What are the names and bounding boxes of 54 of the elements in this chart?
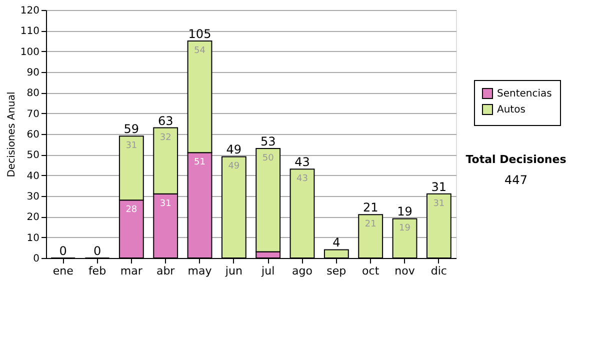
y-tick-label: 20 xyxy=(26,212,40,224)
x-tick-label: jun xyxy=(224,264,242,278)
y-tick-label: 30 xyxy=(26,192,40,202)
y-tick-label: 90 xyxy=(26,68,40,78)
x-tick-label: ago xyxy=(292,264,313,278)
total-label: 31 xyxy=(431,180,447,194)
total-label: 49 xyxy=(226,142,242,157)
data-label: 31 xyxy=(433,198,445,209)
legend-label: Autos xyxy=(497,104,526,116)
total-label: 0 xyxy=(93,244,102,258)
y-tick-label: 50 xyxy=(26,150,40,162)
y-tick-label: 120 xyxy=(20,6,40,16)
total-label: 105 xyxy=(188,27,212,41)
total-label: 43 xyxy=(294,155,310,170)
x-tick-label: mar xyxy=(120,264,143,278)
y-axis-title: Decisiones Anual xyxy=(6,92,18,178)
x-tick-label: may xyxy=(188,264,212,278)
data-label: 43 xyxy=(296,174,308,184)
data-label: 31 xyxy=(126,141,138,152)
x-tick-label: abr xyxy=(156,264,176,278)
x-tick-label: nov xyxy=(394,264,416,278)
x-tick-label: sep xyxy=(326,264,346,278)
x-tick-label: dic xyxy=(430,264,447,278)
y-tick-label: 10 xyxy=(26,232,40,244)
data-label: 49 xyxy=(228,162,240,172)
data-label: 54 xyxy=(194,46,206,56)
y-tick-label: 70 xyxy=(26,108,40,120)
y-tick-label: 110 xyxy=(20,26,40,38)
y-tick-label: 60 xyxy=(26,130,40,140)
total-label: 63 xyxy=(158,114,174,128)
data-label: 50 xyxy=(262,153,274,164)
y-tick-label: 80 xyxy=(26,88,40,100)
x-tick-label: jul xyxy=(260,264,275,278)
text: Total Decisiones xyxy=(466,153,567,166)
data-label: 28 xyxy=(126,205,138,216)
data-label: 21 xyxy=(364,220,376,230)
total-label: 53 xyxy=(260,134,276,148)
x-tick-label: ene xyxy=(52,264,74,278)
total-label: 4 xyxy=(332,236,340,250)
y-tick-label: 100 xyxy=(20,46,40,58)
legend-label: Sentencias xyxy=(497,88,552,100)
x-tick-label: feb xyxy=(88,264,106,278)
text: 447 xyxy=(504,173,528,187)
data-label: 32 xyxy=(160,132,172,143)
data-label: 31 xyxy=(160,198,172,209)
total-label: 21 xyxy=(362,200,378,215)
total-label: 59 xyxy=(124,122,140,136)
y-tick-label: 0 xyxy=(33,254,40,264)
data-label: 51 xyxy=(194,158,206,168)
data-label: 19 xyxy=(399,224,411,234)
x-tick-label: oct xyxy=(362,264,380,278)
y-tick-label: 40 xyxy=(26,170,40,182)
total-label: 19 xyxy=(397,204,412,219)
total-label: 0 xyxy=(59,244,67,258)
